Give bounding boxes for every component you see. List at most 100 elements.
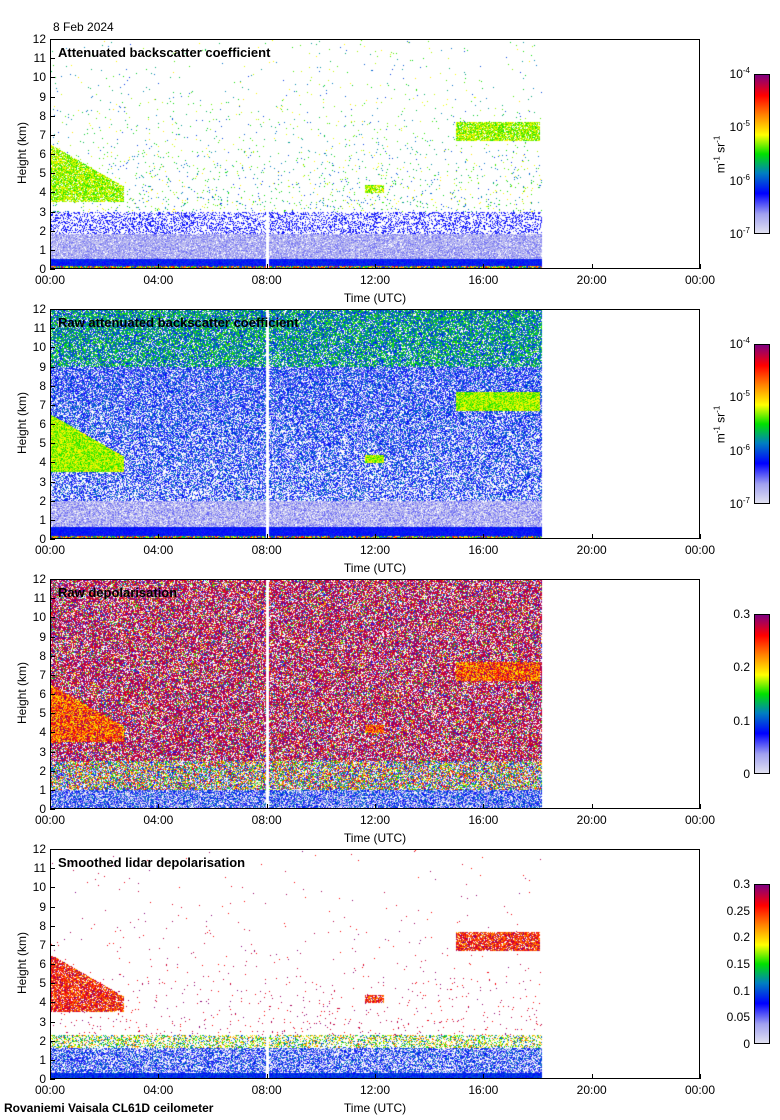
panel-title: Smoothed lidar depolarisation (58, 855, 246, 870)
x-tick (50, 534, 51, 539)
y-tick (50, 424, 55, 425)
x-tick (483, 264, 485, 269)
y-tick (50, 1021, 55, 1023)
y-tick-label: 3 (39, 744, 46, 759)
plot-area: Smoothed lidar depolarisation (50, 849, 700, 1079)
y-tick-label: 7 (39, 397, 46, 412)
colorbar-tick-label: 10-6 (729, 172, 750, 188)
y-tick (50, 1040, 55, 1042)
x-tick-label: 04:00 (143, 273, 174, 287)
x-tick (375, 264, 376, 269)
y-tick (50, 925, 55, 927)
y-tick (50, 230, 55, 232)
y-tick-label: 4 (39, 185, 46, 200)
panel-att: Attenuated backscatter coefficient 0 1 2 3 4 5… (0, 32, 780, 309)
x-tick-label: 20:00 (576, 543, 607, 557)
y-tick (50, 366, 55, 368)
y-tick (50, 58, 55, 60)
y-tick-label: 3 (39, 474, 46, 489)
y-tick-label: 5 (39, 166, 46, 181)
colorbar-unit-label: m-1 sr-1 (712, 135, 728, 174)
panel-title: Attenuated backscatter coefficient (58, 45, 271, 60)
x-tick (375, 534, 376, 539)
y-tick (50, 732, 55, 734)
y-tick (50, 751, 55, 753)
x-tick-label: 00:00 (34, 543, 66, 557)
colorbar-tick-label: 10-7 (729, 496, 750, 511)
y-tick (50, 269, 55, 270)
y-tick-label: 8 (39, 108, 46, 123)
y-tick-label: 7 (39, 937, 46, 952)
y-tick-label: 10 (32, 70, 46, 85)
colorbar-tick-label: 10-5 (729, 119, 750, 135)
x-tick (700, 534, 701, 539)
y-tick-label: 6 (39, 147, 46, 161)
y-tick-label: 1 (39, 1052, 46, 1067)
colorbar-tick-label: 10-6 (729, 442, 750, 458)
x-tick (375, 1074, 376, 1079)
x-tick-label: 16:00 (468, 1083, 499, 1097)
colorbar (754, 614, 770, 774)
y-tick-label: 3 (39, 204, 46, 219)
x-tick-label: 08:00 (251, 1083, 282, 1097)
x-axis-label: Time (UTC) (343, 291, 407, 305)
y-tick (50, 115, 55, 117)
x-tick-label: 00:00 (34, 273, 66, 287)
x-tick-label: 16:00 (468, 813, 499, 827)
colorbar-unit-label: m-1 sr-1 (712, 405, 728, 444)
y-axis-label: Height (km) (15, 122, 29, 185)
colorbar-tick-label: 0.05 (726, 1010, 750, 1025)
y-tick-label: 12 (32, 302, 46, 316)
y-tick (50, 887, 55, 889)
x-tick (158, 534, 160, 539)
y-tick (50, 192, 55, 194)
y-axis-label: Height (km) (15, 662, 29, 725)
y-tick-label: 6 (39, 957, 46, 971)
y-tick-label: 9 (39, 359, 46, 374)
y-tick-label: 9 (39, 629, 46, 644)
x-tick (50, 264, 51, 269)
plot-area: Raw depolarisation (50, 579, 700, 809)
colorbar-tick-label: 0.1 (733, 983, 750, 998)
x-tick (266, 1074, 268, 1079)
y-tick-label: 5 (39, 976, 46, 991)
y-tick-label: 9 (39, 89, 46, 104)
y-tick-label: 11 (33, 591, 46, 606)
x-tick (700, 264, 701, 269)
colorbar (754, 344, 770, 504)
colorbar-tick-label: 10-5 (729, 389, 750, 405)
x-tick (483, 534, 485, 539)
x-axis-label: Time (UTC) (343, 831, 407, 845)
x-tick-label: 00:00 (684, 273, 716, 287)
y-tick (50, 385, 55, 387)
colorbar-tick-label: 0.1 (733, 713, 750, 728)
panel-raw: Raw attenuated backscatter coefficient 0 1… (0, 302, 780, 579)
y-tick-label: 12 (32, 572, 46, 586)
x-tick-label: 04:00 (143, 1083, 174, 1097)
y-tick-label: 5 (39, 436, 46, 451)
y-tick (50, 944, 55, 946)
y-tick (50, 154, 55, 155)
y-tick (50, 249, 55, 251)
y-tick (50, 462, 55, 464)
y-tick-label: 5 (39, 706, 46, 721)
colorbar-tick-label: 10-4 (729, 336, 750, 351)
y-tick (50, 579, 55, 580)
x-tick (483, 1074, 485, 1079)
y-tick-label: 8 (39, 918, 46, 933)
x-tick (266, 804, 268, 809)
plot-area: Attenuated backscatter coefficient (50, 39, 700, 269)
y-tick (50, 906, 55, 908)
y-tick-label: 10 (32, 610, 46, 625)
y-tick-label: 3 (39, 1014, 46, 1029)
y-tick-label: 1 (39, 242, 46, 257)
y-tick (50, 347, 55, 349)
x-tick (700, 804, 701, 809)
y-tick (50, 598, 55, 600)
y-tick (50, 1059, 55, 1061)
x-tick (700, 1074, 701, 1079)
y-tick-label: 1 (39, 512, 46, 527)
x-tick (266, 534, 268, 539)
y-tick (50, 1002, 55, 1004)
colorbar-tick-label: 10-7 (729, 226, 750, 241)
